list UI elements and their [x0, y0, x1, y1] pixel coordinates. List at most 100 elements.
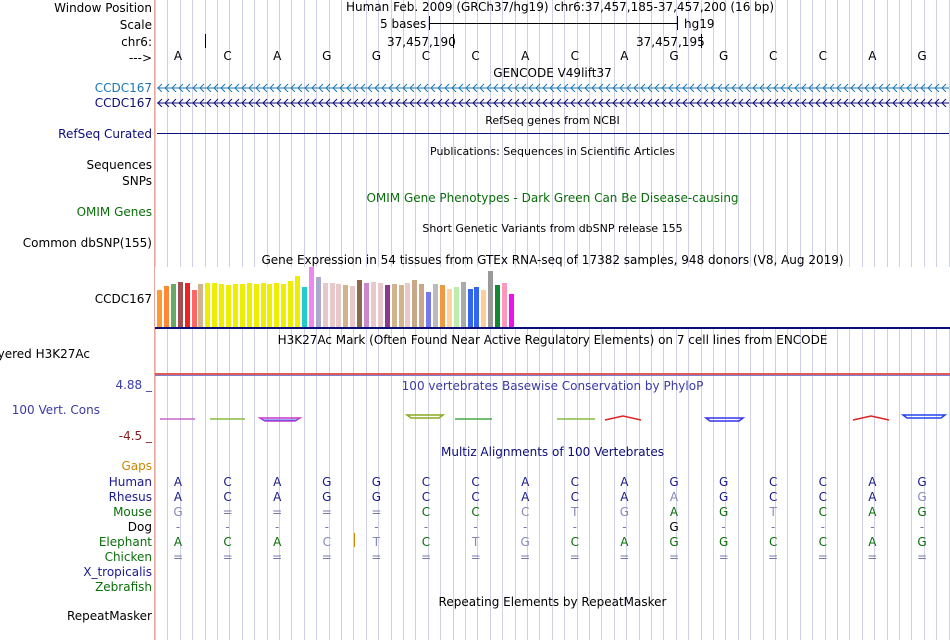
gtex-tissue-bar[interactable]: [426, 292, 432, 327]
gtex-tissue-bar[interactable]: [453, 287, 459, 327]
gtex-tissue-bar[interactable]: [170, 284, 176, 327]
gtex-tissue-bar[interactable]: [488, 271, 494, 327]
gtex-tissue-bar[interactable]: [467, 289, 473, 327]
gtex-tissue-bar[interactable]: [177, 282, 183, 327]
alignment-base: G: [371, 475, 382, 489]
gtex-tissue-bar[interactable]: [232, 284, 238, 327]
h3k27ac-signal-line-2: [155, 375, 950, 376]
track-label-gencode-ccdc167[interactable]: CCDC167: [94, 81, 152, 95]
gtex-tissue-bar[interactable]: [329, 283, 335, 327]
window-position-label: Window Position: [54, 1, 152, 15]
gtex-tissue-bar[interactable]: [295, 276, 300, 327]
dbsnp-track-title: Short Genetic Variants from dbSNP releas…: [422, 222, 683, 235]
gtex-tissue-bar[interactable]: [253, 284, 259, 327]
gtex-tissue-bar[interactable]: [336, 284, 342, 327]
alignment-base: =: [867, 550, 878, 564]
gtex-tissue-bar[interactable]: [308, 267, 314, 327]
gtex-tissue-bar[interactable]: [377, 283, 383, 327]
gtex-tissue-bar[interactable]: [274, 283, 280, 327]
gtex-tissue-bar[interactable]: [212, 283, 218, 327]
species-label[interactable]: Elephant: [98, 535, 152, 549]
gtex-tissue-bar[interactable]: [239, 284, 245, 327]
alignment-base: A: [620, 490, 629, 504]
alignment-base: C: [471, 475, 480, 489]
gtex-tissue-bar[interactable]: [446, 289, 452, 327]
refseq-gene-line[interactable]: [157, 133, 949, 134]
gtex-tissue-bar[interactable]: [226, 285, 231, 327]
gtex-tissue-bar[interactable]: [157, 290, 162, 327]
gtex-tissue-bar[interactable]: [191, 290, 197, 327]
alignment-base: =: [371, 550, 382, 564]
gtex-tissue-bar[interactable]: [433, 284, 438, 327]
gtex-tissue-bar[interactable]: [364, 283, 369, 327]
gtex-tissue-bar[interactable]: [384, 285, 390, 327]
track-label-snps[interactable]: SNPs: [122, 174, 152, 188]
gtex-tissue-bar[interactable]: [260, 283, 266, 327]
alignment-base: G: [520, 535, 530, 549]
gtex-bar-chart[interactable]: [155, 267, 950, 327]
gtex-tissue-bar[interactable]: [350, 286, 356, 327]
species-label[interactable]: Mouse: [113, 505, 152, 519]
species-label[interactable]: Zebrafish: [95, 580, 152, 594]
track-label-refseq[interactable]: RefSeq Curated: [58, 127, 152, 141]
reference-base: C: [570, 49, 579, 63]
gencode-transcript-1[interactable]: [157, 82, 949, 92]
gtex-tissue-bar[interactable]: [439, 285, 445, 327]
gtex-tissue-bar[interactable]: [219, 284, 225, 327]
position-readout[interactable]: chr6:37,457,185-37,457,200 (16 bp): [554, 0, 775, 14]
alignment-base: C: [570, 535, 579, 549]
gtex-tissue-bar[interactable]: [357, 280, 363, 327]
gtex-tissue-bar[interactable]: [370, 282, 376, 327]
gtex-tissue-bar[interactable]: [288, 281, 294, 327]
gtex-tissue-bar[interactable]: [391, 284, 397, 327]
gtex-tissue-bar[interactable]: [460, 282, 466, 327]
species-label[interactable]: Rhesus: [108, 490, 152, 504]
gtex-tissue-bar[interactable]: [184, 283, 190, 327]
gtex-tissue-bar[interactable]: [474, 287, 480, 327]
track-label-gencode-ccdc167-2[interactable]: CCDC167: [94, 96, 152, 110]
alignment-base: A: [273, 490, 282, 504]
gtex-tissue-bar[interactable]: [343, 285, 349, 327]
track-label-sequences[interactable]: Sequences: [86, 158, 152, 172]
gtex-tissue-bar[interactable]: [495, 285, 501, 327]
gtex-tissue-bar[interactable]: [281, 284, 287, 327]
gtex-tissue-bar[interactable]: [481, 290, 487, 327]
gtex-tissue-bar[interactable]: [267, 284, 273, 327]
gtex-tissue-bar[interactable]: [502, 283, 507, 327]
track-label-repeatmasker[interactable]: RepeatMasker: [66, 609, 152, 623]
species-label[interactable]: Dog: [127, 520, 152, 534]
alignment-base: G: [917, 505, 927, 519]
phylop-glyphs[interactable]: [155, 408, 950, 426]
species-label[interactable]: Chicken: [104, 550, 152, 564]
track-label-gaps[interactable]: Gaps: [121, 459, 152, 473]
gtex-tissue-bar[interactable]: [419, 284, 425, 327]
gtex-tissue-bar[interactable]: [508, 294, 514, 327]
track-label-omim[interactable]: OMIM Genes: [76, 205, 152, 219]
gtex-tissue-bar[interactable]: [246, 283, 252, 327]
alignment-base: G: [917, 490, 927, 504]
gtex-tissue-bar[interactable]: [301, 287, 307, 327]
alignment-base: G: [619, 505, 630, 519]
gencode-transcript-2[interactable]: [157, 97, 949, 107]
alignment-base: -: [374, 520, 379, 534]
species-label[interactable]: X_tropicalis: [83, 565, 152, 579]
alignment-base: =: [172, 550, 184, 564]
track-label-h3k27ac[interactable]: Layered H3K27Ac: [0, 347, 90, 361]
gtex-tissue-bar[interactable]: [205, 283, 211, 327]
gtex-tissue-bar[interactable]: [398, 285, 404, 327]
track-label-gtex-gene[interactable]: CCDC167: [94, 292, 152, 306]
gtex-tissue-bar[interactable]: [322, 283, 328, 327]
gtex-tissue-bar[interactable]: [405, 283, 411, 327]
gtex-tissue-bar[interactable]: [163, 286, 169, 327]
gtex-tissue-bar[interactable]: [315, 277, 321, 327]
track-label-cons[interactable]: 100 Vert. Cons: [11, 403, 100, 417]
alignment-base: G: [917, 535, 927, 549]
species-label[interactable]: Human: [108, 475, 152, 489]
track-label-dbsnp[interactable]: Common dbSNP(155): [22, 236, 152, 250]
h3k27ac-signal-line[interactable]: [155, 373, 950, 375]
alignment-base: A: [868, 475, 877, 489]
track-label-column: Window Position Scale chr6: ---> CCDC167…: [0, 0, 154, 640]
reference-base: G: [718, 49, 729, 63]
gtex-tissue-bar[interactable]: [198, 284, 204, 327]
gtex-tissue-bar[interactable]: [412, 280, 418, 327]
